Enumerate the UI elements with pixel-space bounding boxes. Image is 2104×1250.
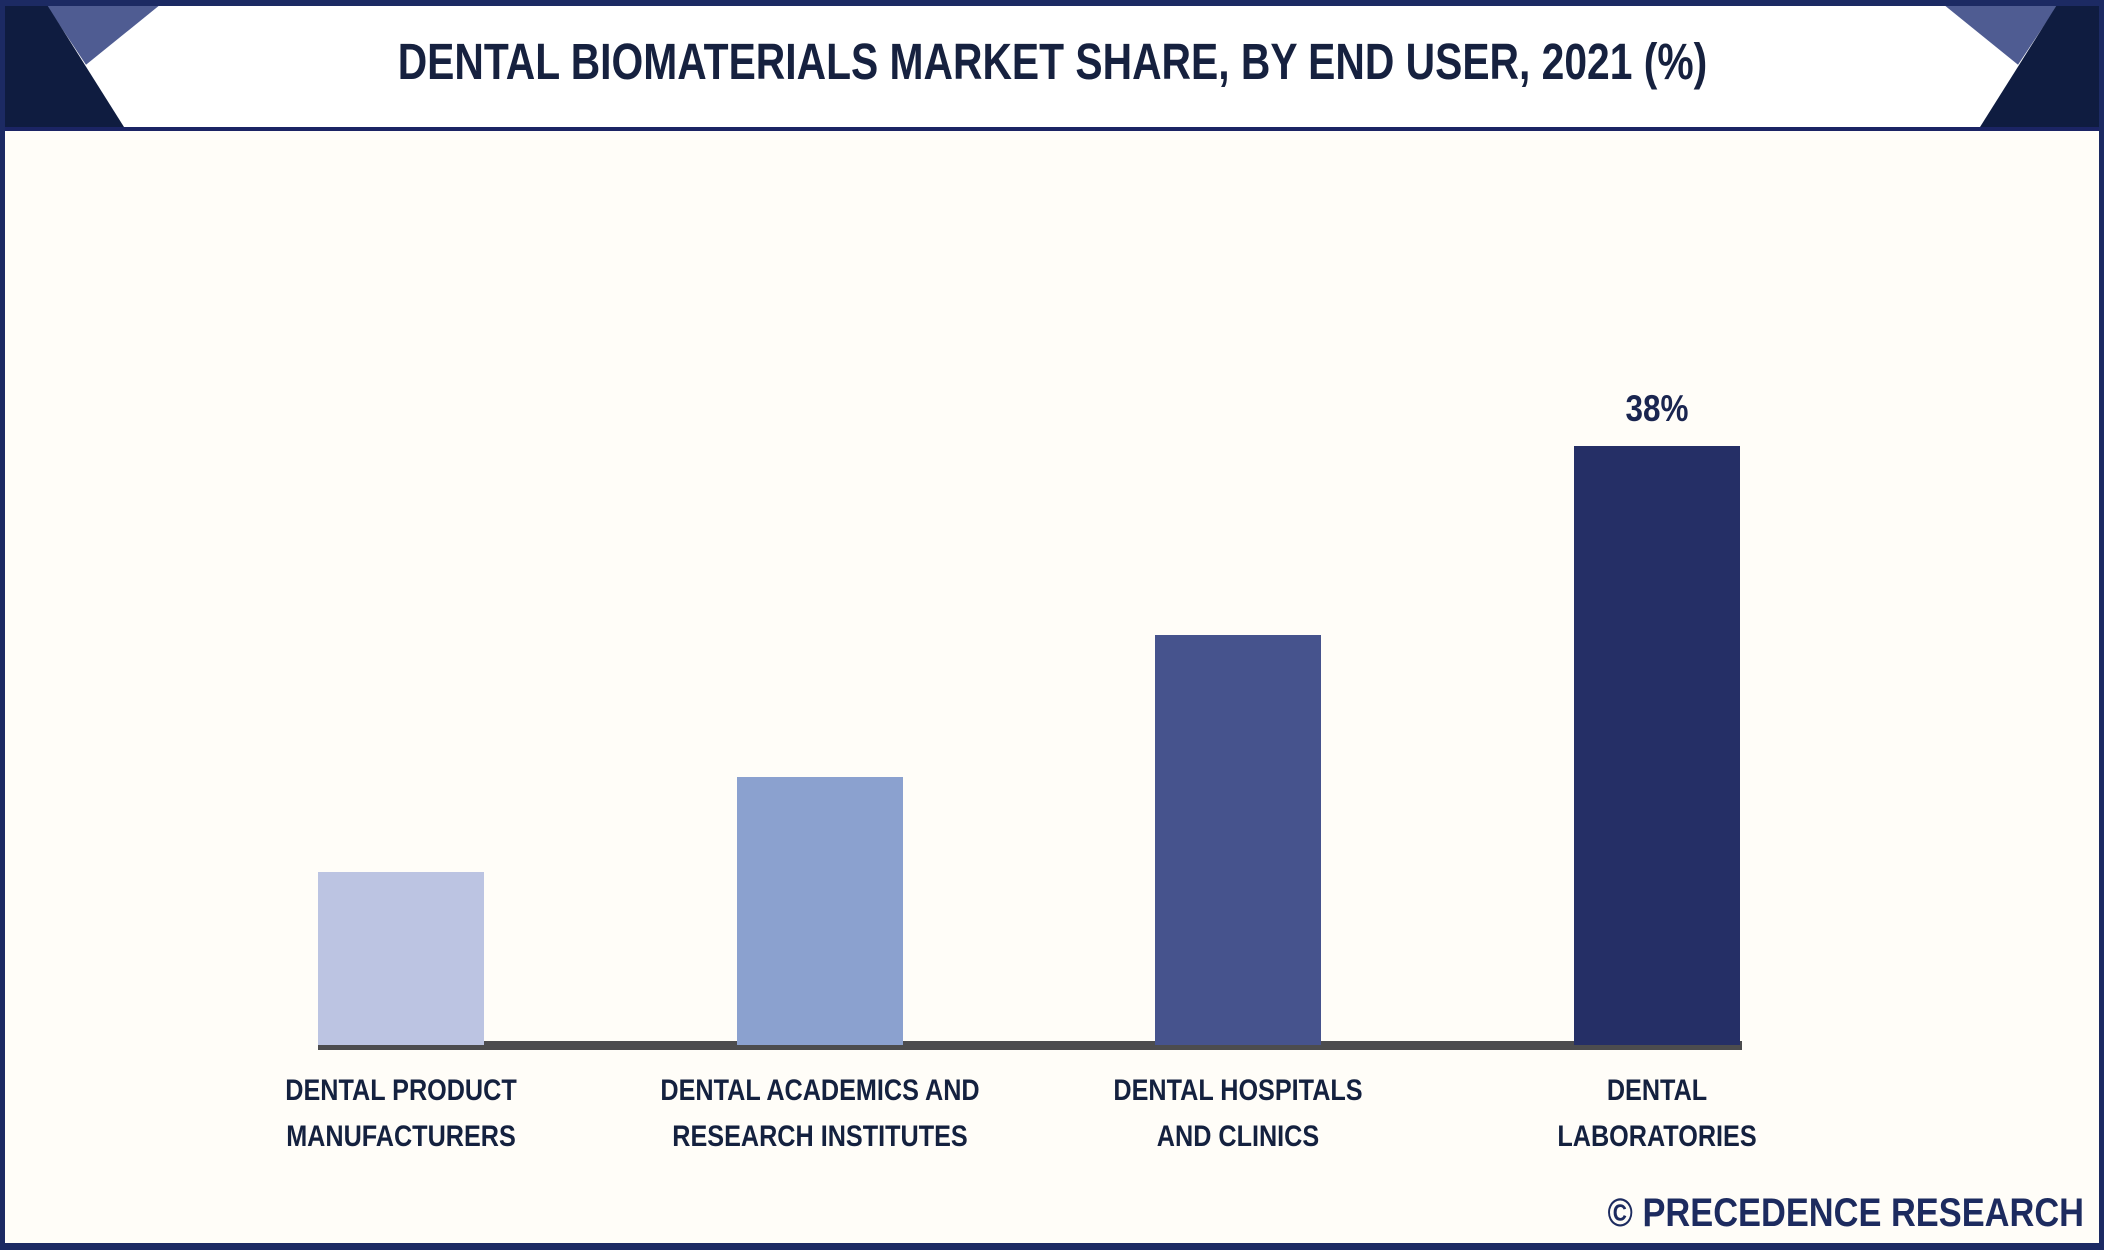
title-container: DENTAL BIOMATERIALS MARKET SHARE, BY END… <box>180 0 1924 123</box>
category-label-dental-laboratories: DENTAL LABORATORIES <box>1557 1074 1757 1153</box>
brand-watermark: © PRECEDENCE RESEARCH <box>1530 1191 2084 1236</box>
bar-dental-academics-and-research-institutes <box>736 777 903 1045</box>
value-label-dental-laboratories: 38% <box>1625 388 1689 429</box>
bar-dental-product-manufacturers <box>318 872 484 1045</box>
category-label-dental-academics-and-research-institutes: DENTAL ACADEMICS AND RESEARCH INSTITUTES <box>660 1074 980 1153</box>
chart-title: DENTAL BIOMATERIALS MARKET SHARE, BY END… <box>397 33 1707 90</box>
chart-header: DENTAL BIOMATERIALS MARKET SHARE, BY END… <box>0 0 2104 131</box>
bar-dental-laboratories <box>1574 446 1740 1045</box>
category-label-dental-hospitals-and-clinics: DENTAL HOSPITALS AND CLINICS <box>1113 1074 1363 1153</box>
category-label-dental-product-manufacturers: DENTAL PRODUCT MANUFACTURERS <box>285 1074 517 1153</box>
brand-watermark-text: © PRECEDENCE RESEARCH <box>1607 1191 2084 1235</box>
x-axis-line <box>318 1041 1742 1050</box>
bar-dental-hospitals-and-clinics <box>1155 635 1322 1045</box>
